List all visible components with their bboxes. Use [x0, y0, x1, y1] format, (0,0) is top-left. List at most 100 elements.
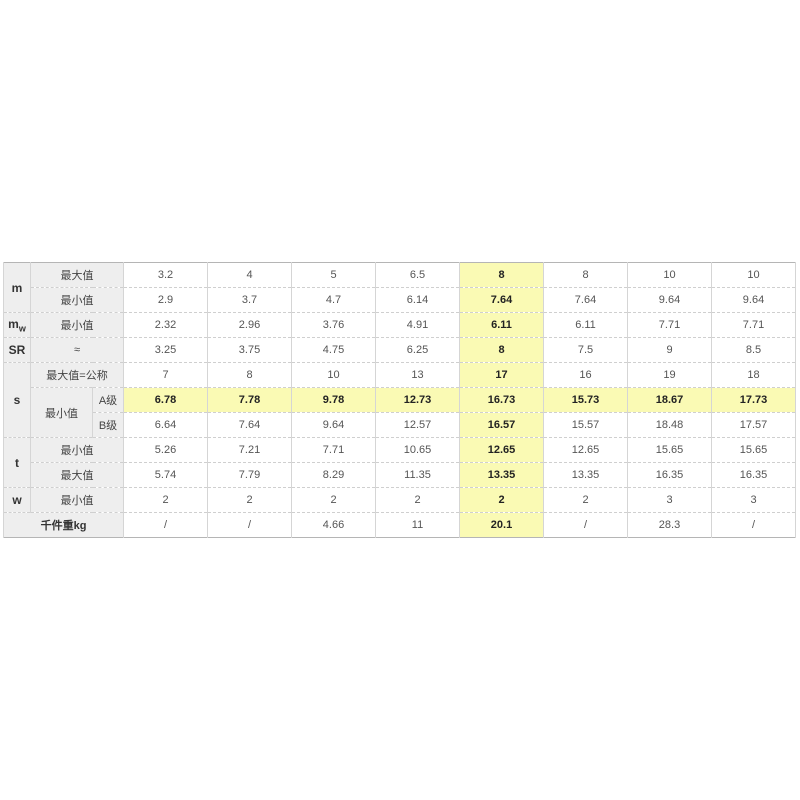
- row-group-t: t: [3, 437, 31, 488]
- data-cell: 7.79: [207, 462, 292, 488]
- row-group-mw: mw: [3, 312, 31, 338]
- data-cell: 2.9: [123, 287, 208, 313]
- data-cell: 19: [627, 362, 712, 388]
- table-row: m 最大值 3.2 4 5 6.5 8 8 10 10: [3, 262, 796, 313]
- data-cell: 15.65: [711, 437, 796, 463]
- data-cell: 3: [627, 487, 712, 513]
- unit-weight-label: 千件重kg: [3, 512, 124, 538]
- data-cell: 18.48: [627, 412, 712, 438]
- data-cell: 9.64: [291, 412, 376, 438]
- data-cell: 2.96: [207, 312, 292, 338]
- data-cell: 10: [711, 262, 796, 288]
- data-cell: 17.73: [711, 387, 796, 413]
- data-cell: 9.64: [627, 287, 712, 313]
- row-sub-max: 最大值: [30, 262, 124, 288]
- grade-b-label: B级: [92, 412, 124, 438]
- data-cell: 9: [627, 337, 712, 363]
- data-cell: 3.75: [207, 337, 292, 363]
- spec-table: m 最大值 3.2 4 5 6.5 8 8 10 10 最小值 2.9 3.7 4.7 6.14 7.64 7.…: [3, 262, 796, 538]
- data-cell: 3.2: [123, 262, 208, 288]
- table-row: 千件重kg //4.66 11 20.1/28.3/: [3, 512, 796, 538]
- data-cell: 16.73: [459, 387, 544, 413]
- spec-table-body: m 最大值 3.2 4 5 6.5 8 8 10 10 最小值 2.9 3.7 4.7 6.14 7.64 7.…: [3, 262, 796, 538]
- data-cell: /: [711, 512, 796, 538]
- data-cell: /: [543, 512, 628, 538]
- data-cell: 6.64: [123, 412, 208, 438]
- table-row: w 最小值 2 2 2 2 2 2 3 3: [3, 487, 796, 513]
- data-cell: 15.73: [543, 387, 628, 413]
- data-cell: 4.66: [291, 512, 376, 538]
- data-cell: 7.71: [627, 312, 712, 338]
- data-cell: 3.25: [123, 337, 208, 363]
- data-cell: 16.35: [627, 462, 712, 488]
- data-cell: 20.1: [459, 512, 544, 538]
- table-row: B级 6.64 7.64 9.64 12.57 16.57 15.57 18.48 17.57: [4, 412, 796, 438]
- data-cell: 3.76: [291, 312, 376, 338]
- data-cell: 15.65: [627, 437, 712, 463]
- table-row: t 最小值 5.26 7.21 7.71 10.65 12.65 12.65 15.65 15.6…: [3, 437, 796, 488]
- data-cell: 6.14: [375, 287, 460, 313]
- data-cell: 4.7: [291, 287, 376, 313]
- data-cell: 16.57: [459, 412, 544, 438]
- data-cell: 9.78: [291, 387, 376, 413]
- data-cell: 2: [375, 487, 460, 513]
- row-group-w: w: [3, 487, 31, 513]
- data-cell: 4: [207, 262, 292, 288]
- data-cell: 8: [459, 262, 544, 288]
- data-cell: 16: [543, 362, 628, 388]
- data-cell: 6.25: [375, 337, 460, 363]
- data-cell: 2: [123, 487, 208, 513]
- data-cell: 5: [291, 262, 376, 288]
- data-cell: 9.64: [711, 287, 796, 313]
- data-cell: /: [123, 512, 208, 538]
- data-cell: 6.78: [123, 387, 208, 413]
- data-cell: 10: [627, 262, 712, 288]
- data-cell: 18: [711, 362, 796, 388]
- row-sub-min: 最小值: [30, 312, 124, 338]
- row-sub-min: 最小值: [30, 287, 124, 313]
- data-cell: 10: [291, 362, 376, 388]
- table-row: 最小值 2.9 3.7 4.7 6.14 7.64 7.64 9.64 9.64: [4, 287, 796, 313]
- data-cell: 2: [291, 487, 376, 513]
- data-cell: 13.35: [459, 462, 544, 488]
- data-cell: 8: [459, 337, 544, 363]
- table-row: mw 最小值 2.32 2.96 3.76 4.91 6.11 6.11 7.71 7.71: [3, 312, 796, 338]
- row-group-sr: SR: [3, 337, 31, 363]
- data-cell: 12.57: [375, 412, 460, 438]
- data-cell: 2: [543, 487, 628, 513]
- row-sub-max: 最大值: [30, 462, 124, 488]
- data-cell: 28.3: [627, 512, 712, 538]
- subscript-label: w: [18, 323, 26, 334]
- row-sub-min: 最小值: [30, 387, 93, 438]
- data-cell: 8.5: [711, 337, 796, 363]
- data-cell: 12.73: [375, 387, 460, 413]
- table-row: SR ≈3.25 3.75 4.75 6.25 8 7.5 9 8.5: [3, 337, 796, 363]
- spec-table-container: m 最大值 3.2 4 5 6.5 8 8 10 10 最小值 2.9 3.7 4.7 6.14 7.64 7.…: [3, 262, 796, 538]
- data-cell: 7.21: [207, 437, 292, 463]
- data-cell: 13: [375, 362, 460, 388]
- data-cell: 11.35: [375, 462, 460, 488]
- data-cell: 7.71: [291, 437, 376, 463]
- data-cell: 3: [711, 487, 796, 513]
- row-sub-min: 最小值: [30, 487, 124, 513]
- data-cell: 6.11: [459, 312, 544, 338]
- data-cell: 7.71: [711, 312, 796, 338]
- data-cell: 13.35: [543, 462, 628, 488]
- data-cell: 17: [459, 362, 544, 388]
- row-sub-approx: ≈: [30, 337, 124, 363]
- data-cell: 7.64: [207, 412, 292, 438]
- data-cell: 18.67: [627, 387, 712, 413]
- data-cell: 7.64: [459, 287, 544, 313]
- table-row: 最大值 5.74 7.79 8.29 11.35 13.35 13.35 16.35 16.35: [4, 462, 796, 488]
- data-cell: 12.65: [543, 437, 628, 463]
- data-cell: 8.29: [291, 462, 376, 488]
- data-cell: 2: [207, 487, 292, 513]
- data-cell: 7.5: [543, 337, 628, 363]
- data-cell: 7: [123, 362, 208, 388]
- data-cell: 6.11: [543, 312, 628, 338]
- data-cell: 11: [375, 512, 460, 538]
- data-cell: 7.78: [207, 387, 292, 413]
- row-sub-max-nominal: 最大值=公称: [30, 362, 124, 388]
- data-cell: 15.57: [543, 412, 628, 438]
- data-cell: 2: [459, 487, 544, 513]
